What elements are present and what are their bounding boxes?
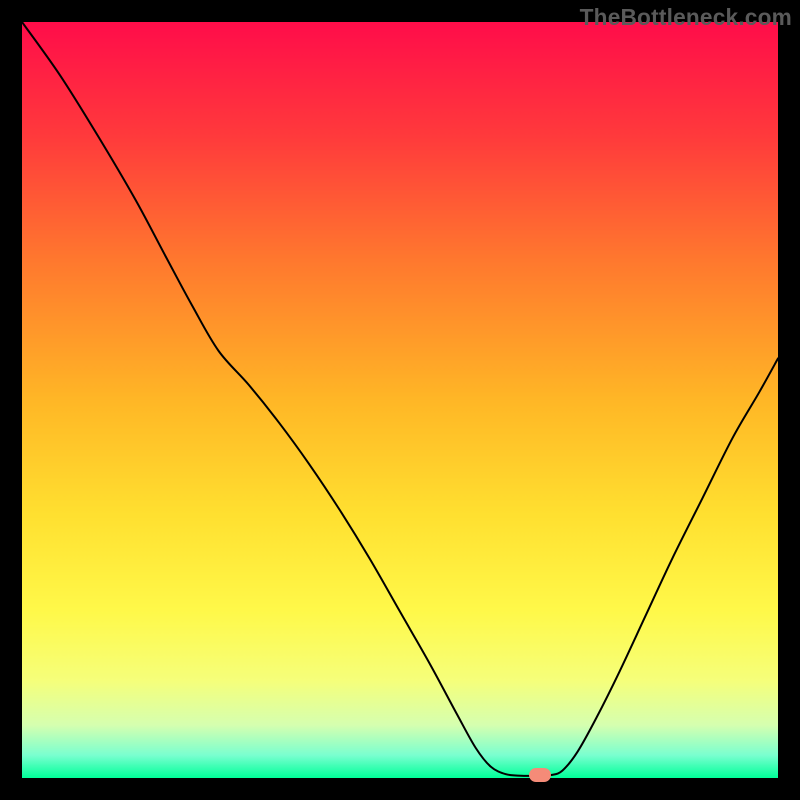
plot-area (22, 22, 778, 778)
watermark-text: TheBottleneck.com (580, 4, 792, 31)
chart-stage: TheBottleneck.com (0, 0, 800, 800)
optimum-marker (529, 768, 551, 782)
gradient-background (22, 22, 778, 778)
